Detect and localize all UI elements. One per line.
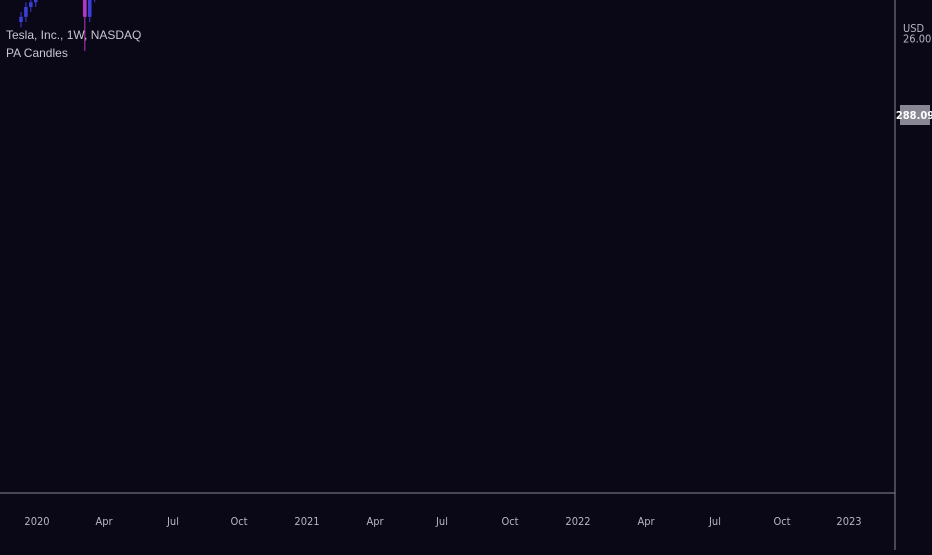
- candles-layer: [19, 0, 96, 51]
- symbol-title[interactable]: Tesla, Inc., 1W, NASDAQ: [6, 28, 142, 42]
- x-tick-label: Jul: [166, 515, 179, 528]
- x-tick-label: 2023: [836, 515, 861, 528]
- time-axis[interactable]: 2020 Apr Jul Oct 2021 Apr Jul Oct 2022 Apr Jul Oct 2…: [24, 515, 861, 528]
- candle: [19, 11, 23, 28]
- indicator-name[interactable]: PA Candles: [6, 46, 68, 60]
- x-tick-label: Jul: [708, 515, 721, 528]
- candle-body: [29, 2, 33, 7]
- currency-label: USD: [903, 22, 925, 35]
- x-tick-label: Oct: [230, 515, 247, 528]
- chart-legend: Tesla, Inc., 1W, NASDAQ PA Candles: [6, 26, 141, 62]
- x-tick-label: Apr: [366, 515, 384, 528]
- x-tick-label: Oct: [501, 515, 518, 528]
- candle-body: [24, 6, 28, 17]
- y-tick-label: 26.00: [903, 33, 931, 46]
- candle-body: [19, 16, 23, 23]
- x-tick-label: 2020: [24, 515, 49, 528]
- candle: [94, 0, 96, 3]
- x-tick-label: 2021: [294, 515, 319, 528]
- candle: [87, 0, 92, 23]
- x-tick-label: Oct: [773, 515, 790, 528]
- candle: [83, 0, 87, 51]
- candle: [29, 0, 33, 12]
- candle: [24, 2, 28, 23]
- x-tick-label: 2022: [565, 515, 590, 528]
- x-tick-label: Apr: [95, 515, 113, 528]
- candle: [33, 0, 38, 7]
- candle-body: [33, 0, 38, 3]
- price-axis[interactable]: 400.00250.00170.00110.0070.0040.0026.00: [903, 0, 932, 46]
- candle-body: [87, 0, 92, 17]
- candle-body: [83, 0, 87, 17]
- x-tick-label: Jul: [435, 515, 448, 528]
- last-price-badge: 288.09: [896, 105, 932, 125]
- x-tick-label: Apr: [637, 515, 655, 528]
